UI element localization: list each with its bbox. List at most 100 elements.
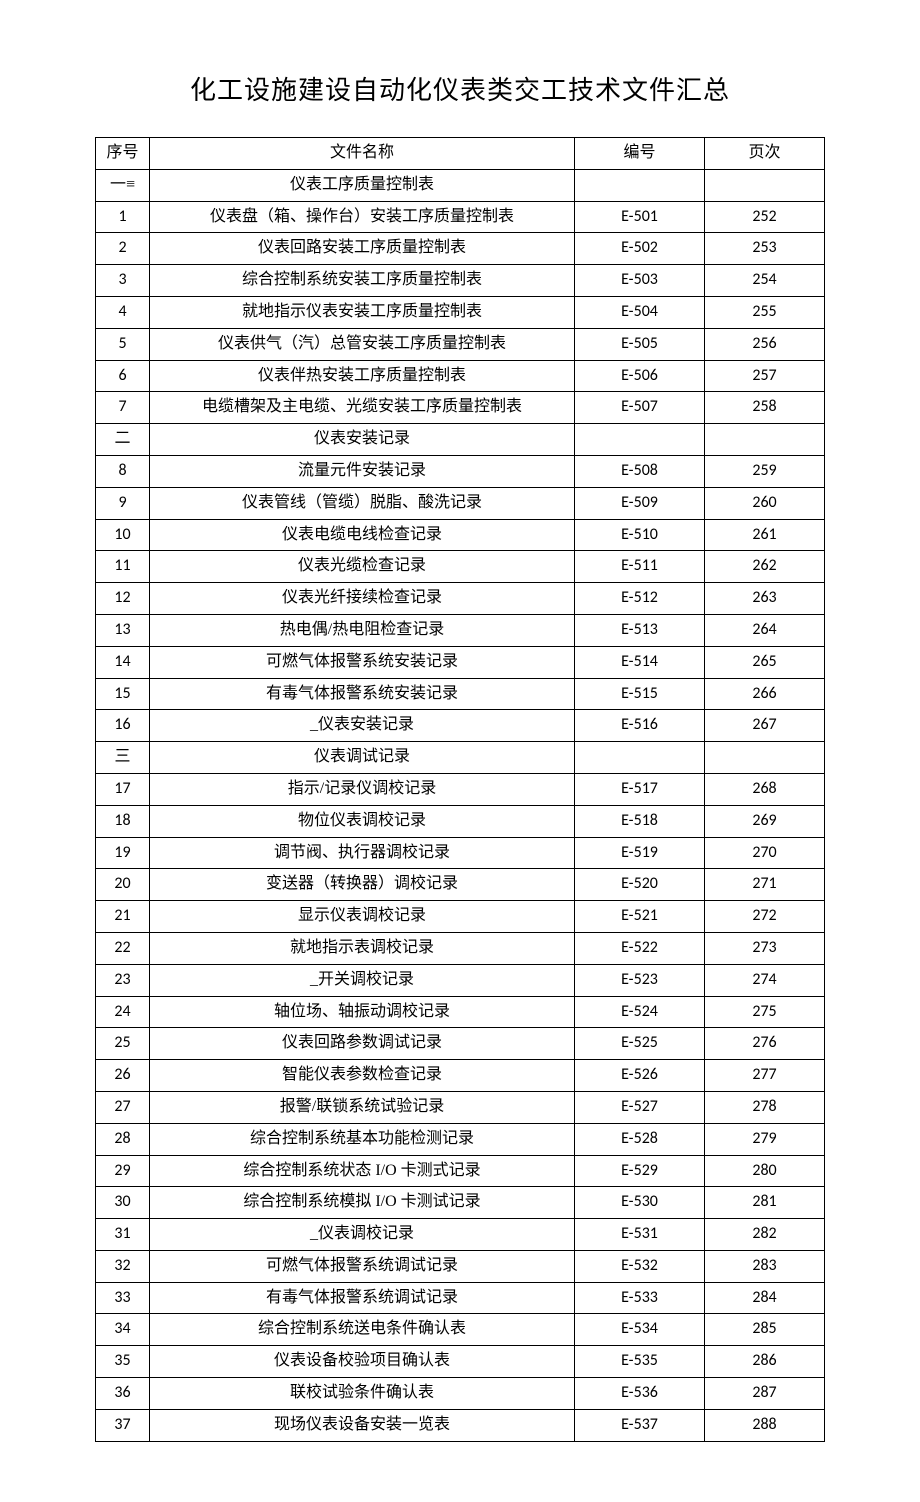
cell-page: 288: [705, 1409, 825, 1441]
cell-code: E-512: [575, 583, 705, 615]
cell-name: 可燃气体报警系统调试记录: [150, 1250, 575, 1282]
table-row: 31_仪表调校记录E-531282: [96, 1219, 825, 1251]
cell-name: 仪表回路参数调试记录: [150, 1028, 575, 1060]
cell-name: 仪表电缆电线检查记录: [150, 519, 575, 551]
cell-code: E-534: [575, 1314, 705, 1346]
cell-page: 272: [705, 901, 825, 933]
cell-name: _开关调校记录: [150, 964, 575, 996]
cell-seq: 20: [96, 869, 150, 901]
cell-seq: 18: [96, 805, 150, 837]
table-row: 8流量元件安装记录E-508259: [96, 455, 825, 487]
cell-name: 仪表回路安装工序质量控制表: [150, 233, 575, 265]
cell-seq: 4: [96, 296, 150, 328]
cell-name: 热电偶/热电阻检查记录: [150, 614, 575, 646]
cell-seq: 19: [96, 837, 150, 869]
table-row: 11仪表光缆检查记录E-511262: [96, 551, 825, 583]
table-row: 24轴位场、轴振动调校记录E-524275: [96, 996, 825, 1028]
cell-seq: 36: [96, 1378, 150, 1410]
cell-seq: 32: [96, 1250, 150, 1282]
cell-code: E-529: [575, 1155, 705, 1187]
cell-code: E-502: [575, 233, 705, 265]
table-row: 36联校试验条件确认表E-536287: [96, 1378, 825, 1410]
cell-name: 物位仪表调校记录: [150, 805, 575, 837]
cell-code: E-507: [575, 392, 705, 424]
cell-page: 270: [705, 837, 825, 869]
table-row: 15有毒气体报警系统安装记录E-515266: [96, 678, 825, 710]
cell-seq: 30: [96, 1187, 150, 1219]
cell-name: 综合控制系统模拟 I/O 卡测试记录: [150, 1187, 575, 1219]
cell-seq: 二: [96, 424, 150, 456]
cell-seq: 1: [96, 201, 150, 233]
cell-name: 智能仪表参数检查记录: [150, 1060, 575, 1092]
col-header-page: 页次: [705, 138, 825, 170]
cell-name: 综合控制系统状态 I/O 卡测式记录: [150, 1155, 575, 1187]
documents-table: 序号 文件名称 编号 页次 一≡仪表工序质量控制表1仪表盘（箱、操作台）安装工序…: [95, 137, 825, 1442]
cell-name: 就地指示表调校记录: [150, 932, 575, 964]
cell-page: 281: [705, 1187, 825, 1219]
cell-code: E-513: [575, 614, 705, 646]
cell-page: 274: [705, 964, 825, 996]
table-row: 17指示/记录仪调校记录E-517268: [96, 773, 825, 805]
cell-page: 268: [705, 773, 825, 805]
cell-name: _仪表调校记录: [150, 1219, 575, 1251]
cell-code: E-509: [575, 487, 705, 519]
cell-code: E-515: [575, 678, 705, 710]
cell-name: 综合控制系统基本功能检测记录: [150, 1123, 575, 1155]
table-head: 序号 文件名称 编号 页次: [96, 138, 825, 170]
cell-name: 仪表工序质量控制表: [150, 169, 575, 201]
cell-page: 265: [705, 646, 825, 678]
cell-code: E-519: [575, 837, 705, 869]
table-row: 28综合控制系统基本功能检测记录E-528279: [96, 1123, 825, 1155]
cell-page: 286: [705, 1346, 825, 1378]
cell-name: 显示仪表调校记录: [150, 901, 575, 933]
cell-page: 278: [705, 1091, 825, 1123]
cell-code: E-516: [575, 710, 705, 742]
table-row: 1仪表盘（箱、操作台）安装工序质量控制表E-501252: [96, 201, 825, 233]
cell-code: E-527: [575, 1091, 705, 1123]
cell-seq: 17: [96, 773, 150, 805]
cell-page: 266: [705, 678, 825, 710]
cell-seq: 35: [96, 1346, 150, 1378]
cell-page: [705, 742, 825, 774]
cell-seq: 33: [96, 1282, 150, 1314]
table-row: 2仪表回路安装工序质量控制表E-502253: [96, 233, 825, 265]
cell-seq: 21: [96, 901, 150, 933]
table-body: 一≡仪表工序质量控制表1仪表盘（箱、操作台）安装工序质量控制表E-5012522…: [96, 169, 825, 1441]
table-row: 一≡仪表工序质量控制表: [96, 169, 825, 201]
cell-seq: 8: [96, 455, 150, 487]
cell-page: 273: [705, 932, 825, 964]
cell-page: 253: [705, 233, 825, 265]
cell-name: 仪表安装记录: [150, 424, 575, 456]
cell-seq: 三: [96, 742, 150, 774]
cell-name: 仪表盘（箱、操作台）安装工序质量控制表: [150, 201, 575, 233]
cell-name: 流量元件安装记录: [150, 455, 575, 487]
cell-name: 仪表管线（管缆）脱脂、酸洗记录: [150, 487, 575, 519]
cell-name: 仪表设备校验项目确认表: [150, 1346, 575, 1378]
cell-code: E-537: [575, 1409, 705, 1441]
cell-code: E-510: [575, 519, 705, 551]
cell-page: 259: [705, 455, 825, 487]
cell-code: E-504: [575, 296, 705, 328]
cell-page: 260: [705, 487, 825, 519]
table-row: 30综合控制系统模拟 I/O 卡测试记录E-530281: [96, 1187, 825, 1219]
table-row: 13热电偶/热电阻检查记录E-513264: [96, 614, 825, 646]
table-row: 14可燃气体报警系统安装记录E-514265: [96, 646, 825, 678]
cell-code: E-514: [575, 646, 705, 678]
cell-page: 280: [705, 1155, 825, 1187]
table-row: 29综合控制系统状态 I/O 卡测式记录E-529280: [96, 1155, 825, 1187]
cell-page: 287: [705, 1378, 825, 1410]
cell-seq: 5: [96, 328, 150, 360]
cell-code: E-531: [575, 1219, 705, 1251]
cell-code: E-526: [575, 1060, 705, 1092]
table-row: 10仪表电缆电线检查记录E-510261: [96, 519, 825, 551]
cell-seq: 37: [96, 1409, 150, 1441]
cell-page: 264: [705, 614, 825, 646]
table-row: 33有毒气体报警系统调试记录E-533284: [96, 1282, 825, 1314]
cell-seq: 3: [96, 265, 150, 297]
cell-page: 267: [705, 710, 825, 742]
cell-code: E-518: [575, 805, 705, 837]
cell-code: [575, 424, 705, 456]
cell-seq: 28: [96, 1123, 150, 1155]
cell-code: E-503: [575, 265, 705, 297]
cell-code: E-536: [575, 1378, 705, 1410]
